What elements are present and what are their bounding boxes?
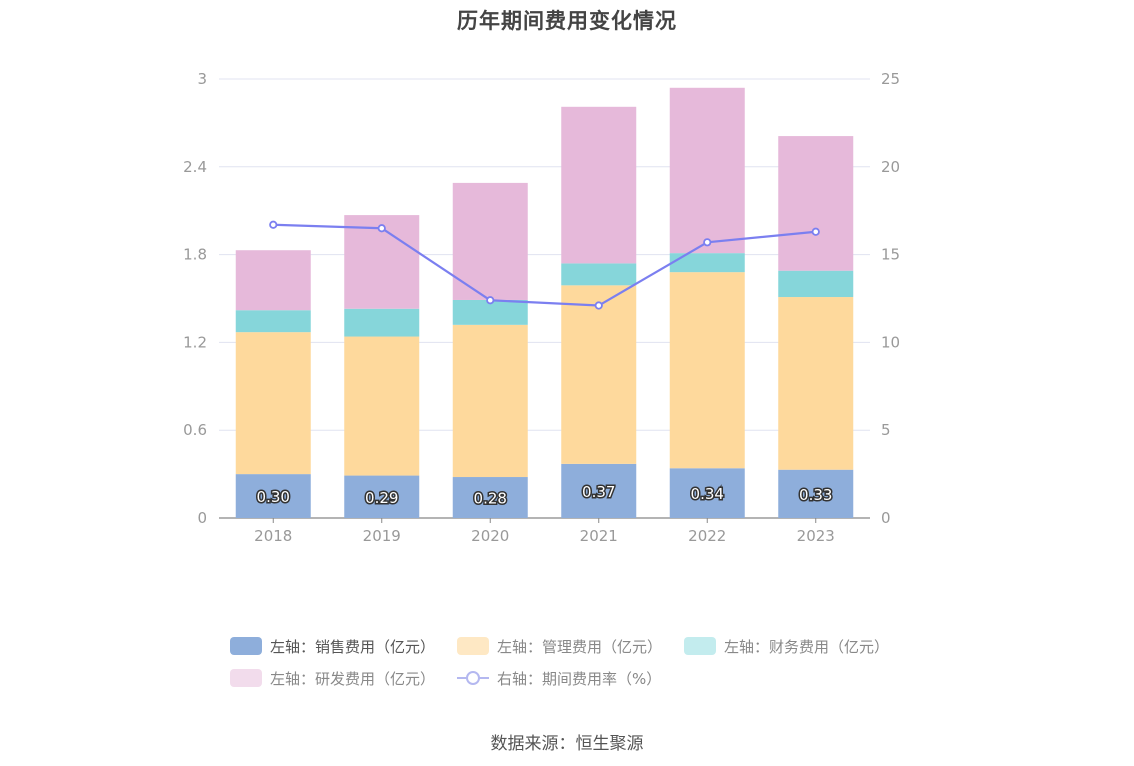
bar-segment-s2-2022 [669, 253, 745, 273]
bar-value-label: 0.33 [799, 486, 832, 504]
left-tick-label: 0 [197, 509, 207, 527]
bar-segment-s1-2022 [669, 272, 745, 469]
label-group: 0 0.6 1.2 1.8 2.4 3 0 5 10 15 20 25 0.30 2018 0.29 2019… [183, 70, 900, 545]
bar-segment-s0-2023 [778, 469, 854, 518]
x-tick-label: 2022 [688, 527, 726, 545]
bar-segment-s3-2021 [561, 106, 637, 264]
bar-segment-s3-2018 [235, 250, 311, 311]
bar-segment-s0-2022 [669, 468, 745, 518]
rate-point-2022 [703, 238, 712, 247]
rate-point-2018 [269, 220, 278, 229]
legend-row-2: 左轴：研发费用（亿元） 右轴：期间费用率（%） [230, 662, 930, 694]
x-tick-label: 2021 [580, 527, 618, 545]
bar-value-label: 0.28 [474, 490, 507, 508]
legend-swatch-finance [684, 637, 717, 655]
right-tick-label: 0 [881, 509, 891, 527]
right-tick-label: 15 [881, 246, 900, 264]
left-tick-label: 0.6 [183, 421, 207, 439]
bar-group [235, 87, 854, 518]
legend-label-admin: 左轴：管理费用（亿元） [497, 637, 663, 656]
legend-label-finance: 左轴：财务费用（亿元） [724, 637, 890, 656]
bar-segment-s0-2018 [235, 474, 311, 518]
grid-lines [219, 78, 870, 523]
rate-point-2019 [377, 224, 386, 233]
legend-item-rate[interactable]: 右轴：期间费用率（%） [457, 668, 661, 689]
bar-value-label: 0.29 [365, 489, 398, 507]
bar-segment-s0-2019 [344, 475, 420, 518]
bar-segment-s3-2022 [669, 87, 745, 254]
legend-row-1: 左轴：销售费用（亿元） 左轴：管理费用（亿元） 左轴：财务费用（亿元） [230, 630, 930, 662]
legend-item-sales[interactable]: 左轴：销售费用（亿元） [230, 636, 435, 657]
x-tick-label: 2019 [363, 527, 401, 545]
bar-segment-s1-2020 [452, 324, 528, 478]
rate-line-group [269, 220, 820, 310]
bar-segment-s1-2018 [235, 332, 311, 475]
left-tick-label: 1.2 [183, 333, 207, 351]
chart-title: 历年期间费用变化情况 [457, 9, 677, 33]
legend: 左轴：销售费用（亿元） 左轴：管理费用（亿元） 左轴：财务费用（亿元） 左轴：研… [230, 630, 930, 694]
left-tick-label: 2.4 [183, 158, 207, 176]
right-tick-label: 5 [881, 421, 891, 439]
bar-segment-s1-2019 [344, 336, 420, 476]
bar-segment-s1-2021 [561, 285, 637, 464]
legend-swatch-rd [230, 669, 262, 687]
legend-item-admin[interactable]: 左轴：管理费用（亿元） [457, 636, 662, 657]
x-tick-label: 2023 [797, 527, 835, 545]
data-source: 数据来源：恒生聚源 [490, 734, 644, 754]
bar-segment-s2-2019 [344, 308, 420, 337]
rate-point-2021 [594, 301, 603, 310]
legend-item-finance[interactable]: 左轴：财务费用（亿元） [684, 636, 889, 657]
bar-segment-s1-2023 [778, 297, 854, 470]
legend-line-marker-icon [457, 669, 490, 687]
bar-segment-s2-2018 [235, 310, 311, 333]
left-tick-label: 1.8 [183, 246, 207, 264]
right-tick-label: 25 [881, 70, 900, 88]
bar-segment-s3-2023 [778, 136, 854, 271]
right-tick-label: 10 [881, 333, 900, 351]
bar-segment-s3-2020 [452, 182, 528, 300]
legend-swatch-sales [230, 637, 262, 655]
bar-segment-s0-2021 [561, 463, 637, 518]
legend-item-rd[interactable]: 左轴：研发费用（亿元） [230, 668, 435, 689]
bar-segment-s2-2021 [561, 263, 637, 286]
x-tick-label: 2018 [254, 527, 292, 545]
legend-label-sales: 左轴：销售费用（亿元） [270, 637, 436, 656]
rate-point-2023 [811, 227, 820, 236]
legend-label-rd: 左轴：研发费用（亿元） [270, 669, 436, 688]
bar-segment-s0-2020 [452, 477, 528, 518]
bar-segment-s2-2023 [778, 270, 854, 298]
left-tick-label: 3 [197, 70, 207, 88]
legend-swatch-admin [457, 637, 490, 655]
x-tick-label: 2020 [471, 527, 509, 545]
bar-value-label: 0.37 [582, 483, 615, 501]
right-tick-label: 20 [881, 158, 900, 176]
chart-canvas: 0 0.6 1.2 1.8 2.4 3 0 5 10 15 20 25 0.30 2018 0.29 2019… [183, 70, 900, 545]
rate-line [273, 223, 816, 307]
legend-label-rate: 右轴：期间费用率（%） [497, 669, 662, 688]
rate-point-2020 [486, 296, 495, 305]
bar-value-label: 0.34 [691, 485, 724, 503]
bar-value-label: 0.30 [257, 488, 290, 506]
